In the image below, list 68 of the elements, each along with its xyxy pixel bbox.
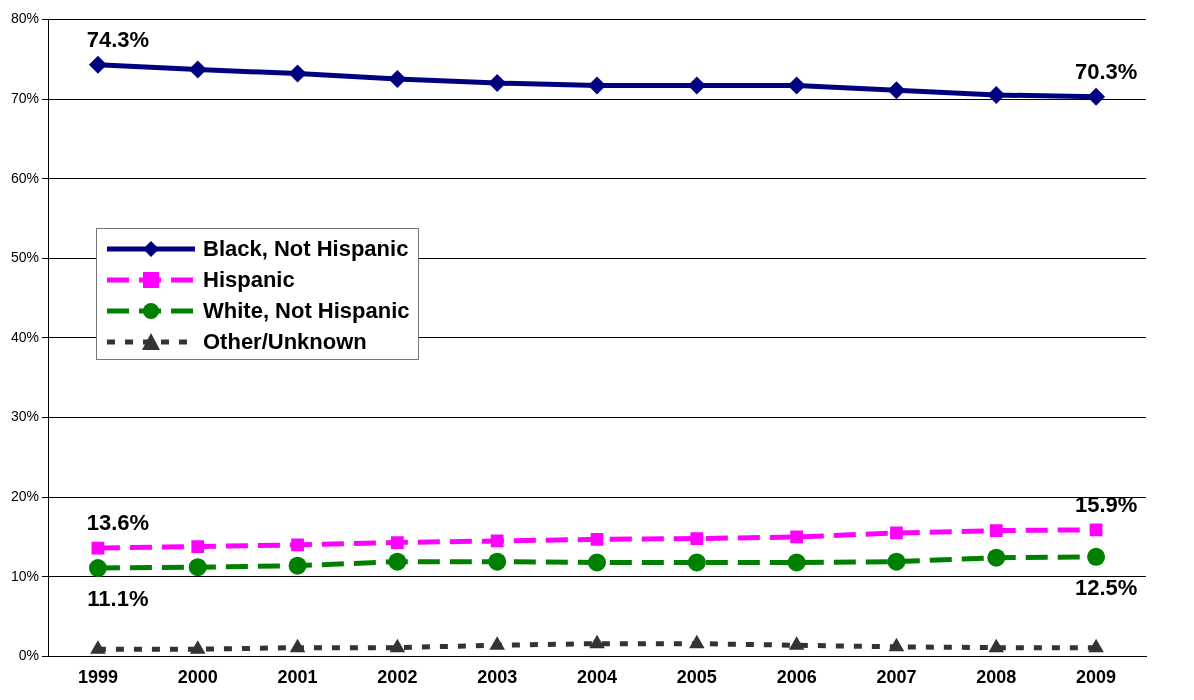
point <box>788 636 805 650</box>
x-tick-label: 2004 <box>576 667 618 688</box>
y-tick-label: 80% <box>10 10 40 27</box>
legend-label: White, Not Hispanic <box>203 297 410 324</box>
x-tick-label: 1999 <box>77 667 118 688</box>
y-tick-label: 10% <box>10 567 40 584</box>
y-tick-label: 70% <box>10 89 40 106</box>
point <box>988 638 1005 653</box>
point <box>289 638 306 653</box>
x-tick-label: 2009 <box>1076 667 1117 688</box>
x-tick-label: 2007 <box>876 667 917 688</box>
point <box>787 553 806 572</box>
point <box>391 536 404 549</box>
point <box>1089 523 1103 537</box>
point <box>689 634 705 649</box>
data-label: 13.6% <box>86 510 150 536</box>
point <box>890 526 903 540</box>
y-tick-label: 30% <box>10 408 40 425</box>
point <box>189 640 206 654</box>
point <box>989 524 1003 537</box>
point <box>1087 87 1106 106</box>
legend-label: Hispanic <box>203 266 295 293</box>
legend-label: Black, Not Hispanic <box>203 235 409 262</box>
point <box>987 86 1006 105</box>
x-tick-label: 2006 <box>776 667 817 688</box>
point <box>288 64 307 83</box>
x-tick-label: 2000 <box>177 667 218 688</box>
y-tick-label: 60% <box>10 169 40 186</box>
point <box>388 552 407 571</box>
data-label: 74.3% <box>86 26 150 52</box>
x-tick-label: 2003 <box>477 667 518 688</box>
point <box>388 70 407 89</box>
x-tick-label: 2005 <box>676 667 717 688</box>
point <box>188 558 207 577</box>
point <box>288 556 307 575</box>
point <box>588 553 607 572</box>
point <box>887 552 906 571</box>
point <box>790 530 804 544</box>
data-label: 70.3% <box>1074 58 1138 84</box>
legend-label: Other/Unknown <box>203 328 367 355</box>
y-tick-label: 40% <box>10 328 40 345</box>
point <box>88 55 107 74</box>
point <box>191 540 205 553</box>
data-label: 11.1% <box>87 586 149 612</box>
y-tick-label: 0% <box>18 647 40 664</box>
point <box>887 81 906 100</box>
point <box>490 534 504 548</box>
data-label: 12.5% <box>1074 574 1138 600</box>
y-tick-label: 20% <box>10 488 40 505</box>
x-tick-label: 2008 <box>976 667 1017 688</box>
x-tick-label: 2001 <box>277 667 318 688</box>
point <box>1088 638 1104 653</box>
point <box>589 634 605 649</box>
point <box>488 552 507 571</box>
point <box>188 60 207 79</box>
point <box>987 548 1006 567</box>
point <box>590 532 604 546</box>
point <box>690 532 704 545</box>
point <box>88 559 107 578</box>
point <box>389 638 406 653</box>
x-tick-label: 2002 <box>377 667 418 688</box>
point <box>687 553 706 572</box>
point <box>888 637 905 652</box>
y-tick-label: 50% <box>10 249 40 266</box>
point <box>489 636 505 650</box>
point <box>291 538 304 552</box>
point <box>90 640 106 654</box>
point <box>1087 547 1106 566</box>
